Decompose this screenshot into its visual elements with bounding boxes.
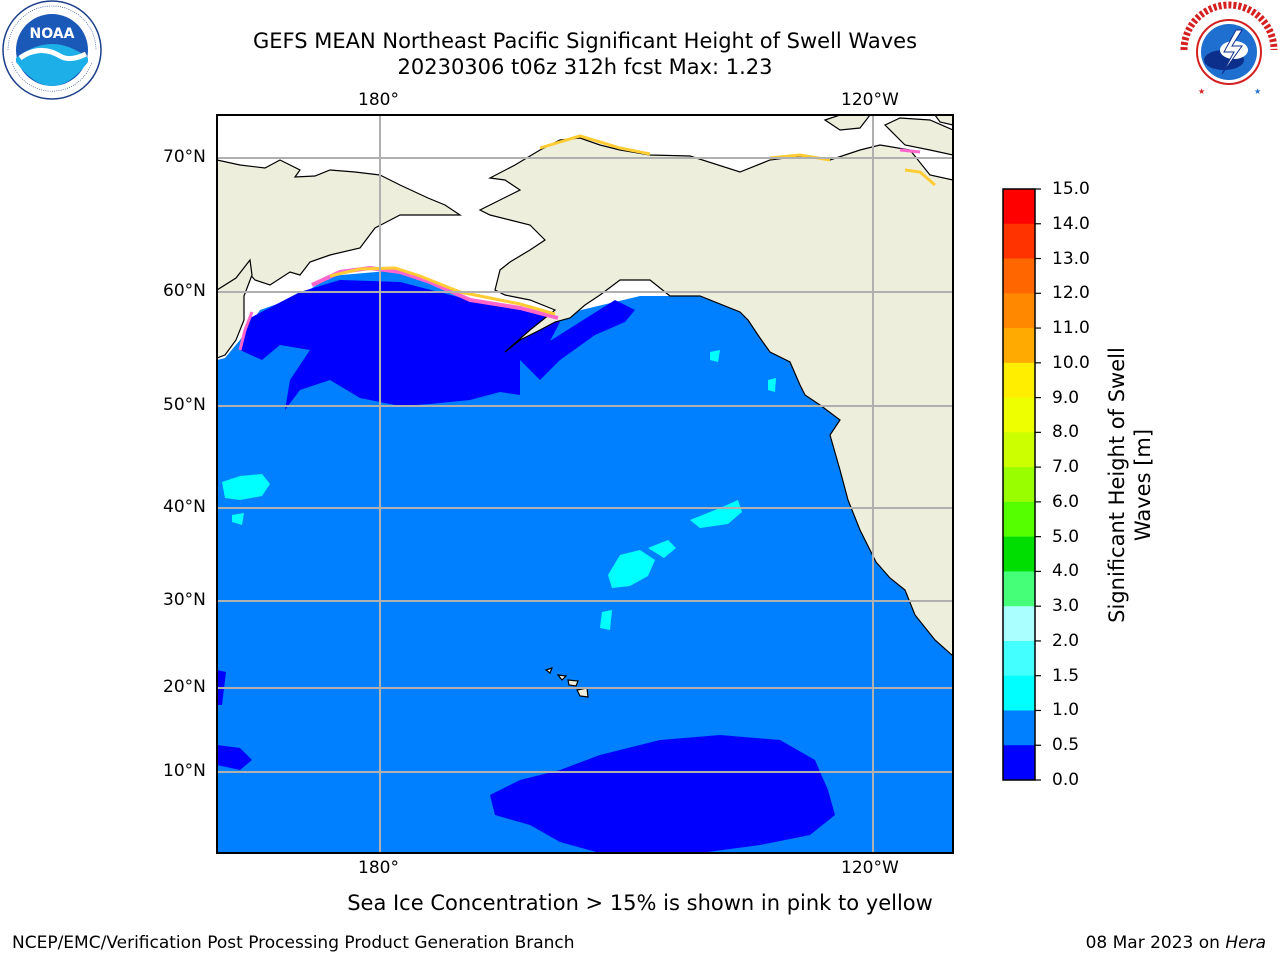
- colorbar-swatch: [1003, 189, 1035, 225]
- svg-text:NOAA: NOAA: [30, 26, 75, 42]
- svg-text:★: ★: [1254, 87, 1261, 96]
- map-title: GEFS MEAN Northeast Pacific Significant …: [252, 29, 918, 53]
- footer-date: 08 Mar 2023 on Hera: [1086, 932, 1266, 954]
- colorbar-tick-label: 8.0: [1052, 422, 1080, 443]
- colorbar-title-line1: Significant Height of Swell: [1105, 347, 1129, 623]
- colorbar-tick-label: 13.0: [1052, 248, 1090, 269]
- land-russia: [217, 159, 462, 291]
- svg-text:★: ★: [1198, 87, 1205, 96]
- colorbar: [1003, 188, 1041, 781]
- colorbar-swatch: [1003, 675, 1035, 711]
- lon-label-180-top: 180°: [358, 90, 399, 110]
- lat-label-60n: 60°N: [163, 281, 206, 301]
- colorbar-tick-label: 5.0: [1052, 526, 1080, 547]
- low-swell-tropical: [490, 735, 835, 853]
- colorbar-swatch: [1003, 258, 1035, 294]
- lat-label-20n: 20°N: [163, 677, 206, 697]
- colorbar-tick-label: 10.0: [1052, 352, 1090, 373]
- colorbar-tick-label: 7.0: [1052, 457, 1080, 478]
- colorbar-swatch: [1003, 571, 1035, 607]
- colorbar-border: [1002, 188, 1036, 781]
- colorbar-swatch: [1003, 640, 1035, 677]
- colorbar-title: Significant Height of Swell Waves [m]: [1104, 285, 1156, 685]
- map-subtitle: 20230306 t06z 312h fcst Max: 1.23: [397, 55, 773, 79]
- colorbar-tick-label: 6.0: [1052, 491, 1080, 512]
- colorbar-tick-label: 14.0: [1052, 213, 1090, 234]
- colorbar-swatch: [1003, 536, 1035, 572]
- colorbar-swatch: [1003, 293, 1035, 329]
- footer-date-text: 08 Mar 2023 on: [1085, 933, 1226, 953]
- colorbar-tick-label: 11.0: [1052, 318, 1090, 339]
- nws-logo: ★ ★: [1178, 0, 1280, 100]
- colorbar-swatch: [1003, 606, 1035, 642]
- lat-label-50n: 50°N: [163, 395, 206, 415]
- colorbar-swatch: [1003, 710, 1035, 746]
- footer-credit: NCEP/EMC/Verification Post Processing Pr…: [12, 933, 575, 953]
- low-swell-north: [240, 280, 560, 410]
- colorbar-tick-label: 12.0: [1052, 283, 1090, 304]
- lon-label-120w-bottom: 120°W: [841, 858, 899, 878]
- lat-label-40n: 40°N: [163, 497, 206, 517]
- colorbar-swatch: [1003, 362, 1035, 399]
- colorbar-tick-label: 15.0: [1052, 179, 1090, 199]
- colorbar-swatch: [1003, 745, 1035, 781]
- lat-label-30n: 30°N: [163, 590, 206, 610]
- lon-label-180-bottom: 180°: [358, 858, 399, 878]
- colorbar-title-line2: Waves [m]: [1131, 428, 1155, 542]
- moderate-swell-patch: [222, 474, 270, 500]
- lat-label-10n: 10°N: [163, 761, 206, 781]
- noaa-logo: NOAA: [0, 0, 104, 100]
- footer-machine: Hera: [1225, 933, 1266, 953]
- lat-label-70n: 70°N: [163, 147, 206, 167]
- lon-label-120w-top: 120°W: [841, 90, 899, 110]
- map-border: [216, 114, 954, 854]
- colorbar-tick-label: 1.0: [1052, 700, 1080, 721]
- colorbar-tick-label: 4.0: [1052, 561, 1080, 582]
- sea-ice-note: Sea Ice Concentration > 15% is shown in …: [347, 891, 933, 915]
- colorbar-tick-label: 9.0: [1052, 387, 1080, 408]
- colorbar-swatch: [1003, 432, 1035, 468]
- colorbar-swatch: [1003, 328, 1035, 364]
- colorbar-tick-label: 2.0: [1052, 630, 1080, 651]
- colorbar-swatch: [1003, 467, 1035, 503]
- map-gridlines: [217, 115, 953, 853]
- colorbar-swatch: [1003, 397, 1035, 433]
- colorbar-tick-label: 1.5: [1052, 665, 1080, 686]
- colorbar-tick-label: 0.0: [1052, 770, 1080, 790]
- colorbar-swatch: [1003, 501, 1035, 538]
- colorbar-tick-label: 0.5: [1052, 735, 1080, 756]
- colorbar-tick-label: 3.0: [1052, 596, 1080, 617]
- hawaii-islands: [544, 667, 589, 698]
- colorbar-swatch: [1003, 223, 1035, 260]
